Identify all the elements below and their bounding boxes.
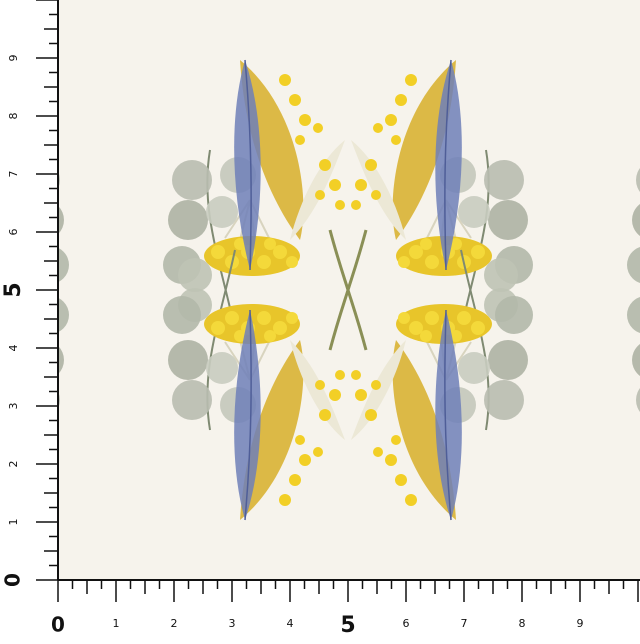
left-label: 1: [7, 519, 20, 526]
left-label: 8: [7, 113, 20, 120]
bottom-label: 6: [403, 617, 410, 630]
bottom-label: 8: [519, 617, 526, 630]
left-label: 0: [1, 573, 25, 587]
print-area: [0, 0, 640, 580]
left-label: 6: [7, 229, 20, 236]
left-label: 3: [7, 403, 20, 410]
left-label: 2: [7, 461, 20, 468]
bottom-label: 9: [577, 617, 584, 630]
left-label: 9: [7, 55, 20, 62]
bottom-label: 2: [171, 617, 178, 630]
bottom-label: 1: [113, 617, 120, 630]
left-label: 5: [1, 282, 26, 297]
left-label: 4: [7, 345, 20, 352]
bottom-label: 7: [461, 617, 468, 630]
bottom-label: 4: [287, 617, 294, 630]
left-label: 7: [7, 171, 20, 178]
bottom-label: 5: [340, 613, 355, 638]
bottom-label: 3: [229, 617, 236, 630]
bottom-label: 0: [51, 613, 65, 637]
